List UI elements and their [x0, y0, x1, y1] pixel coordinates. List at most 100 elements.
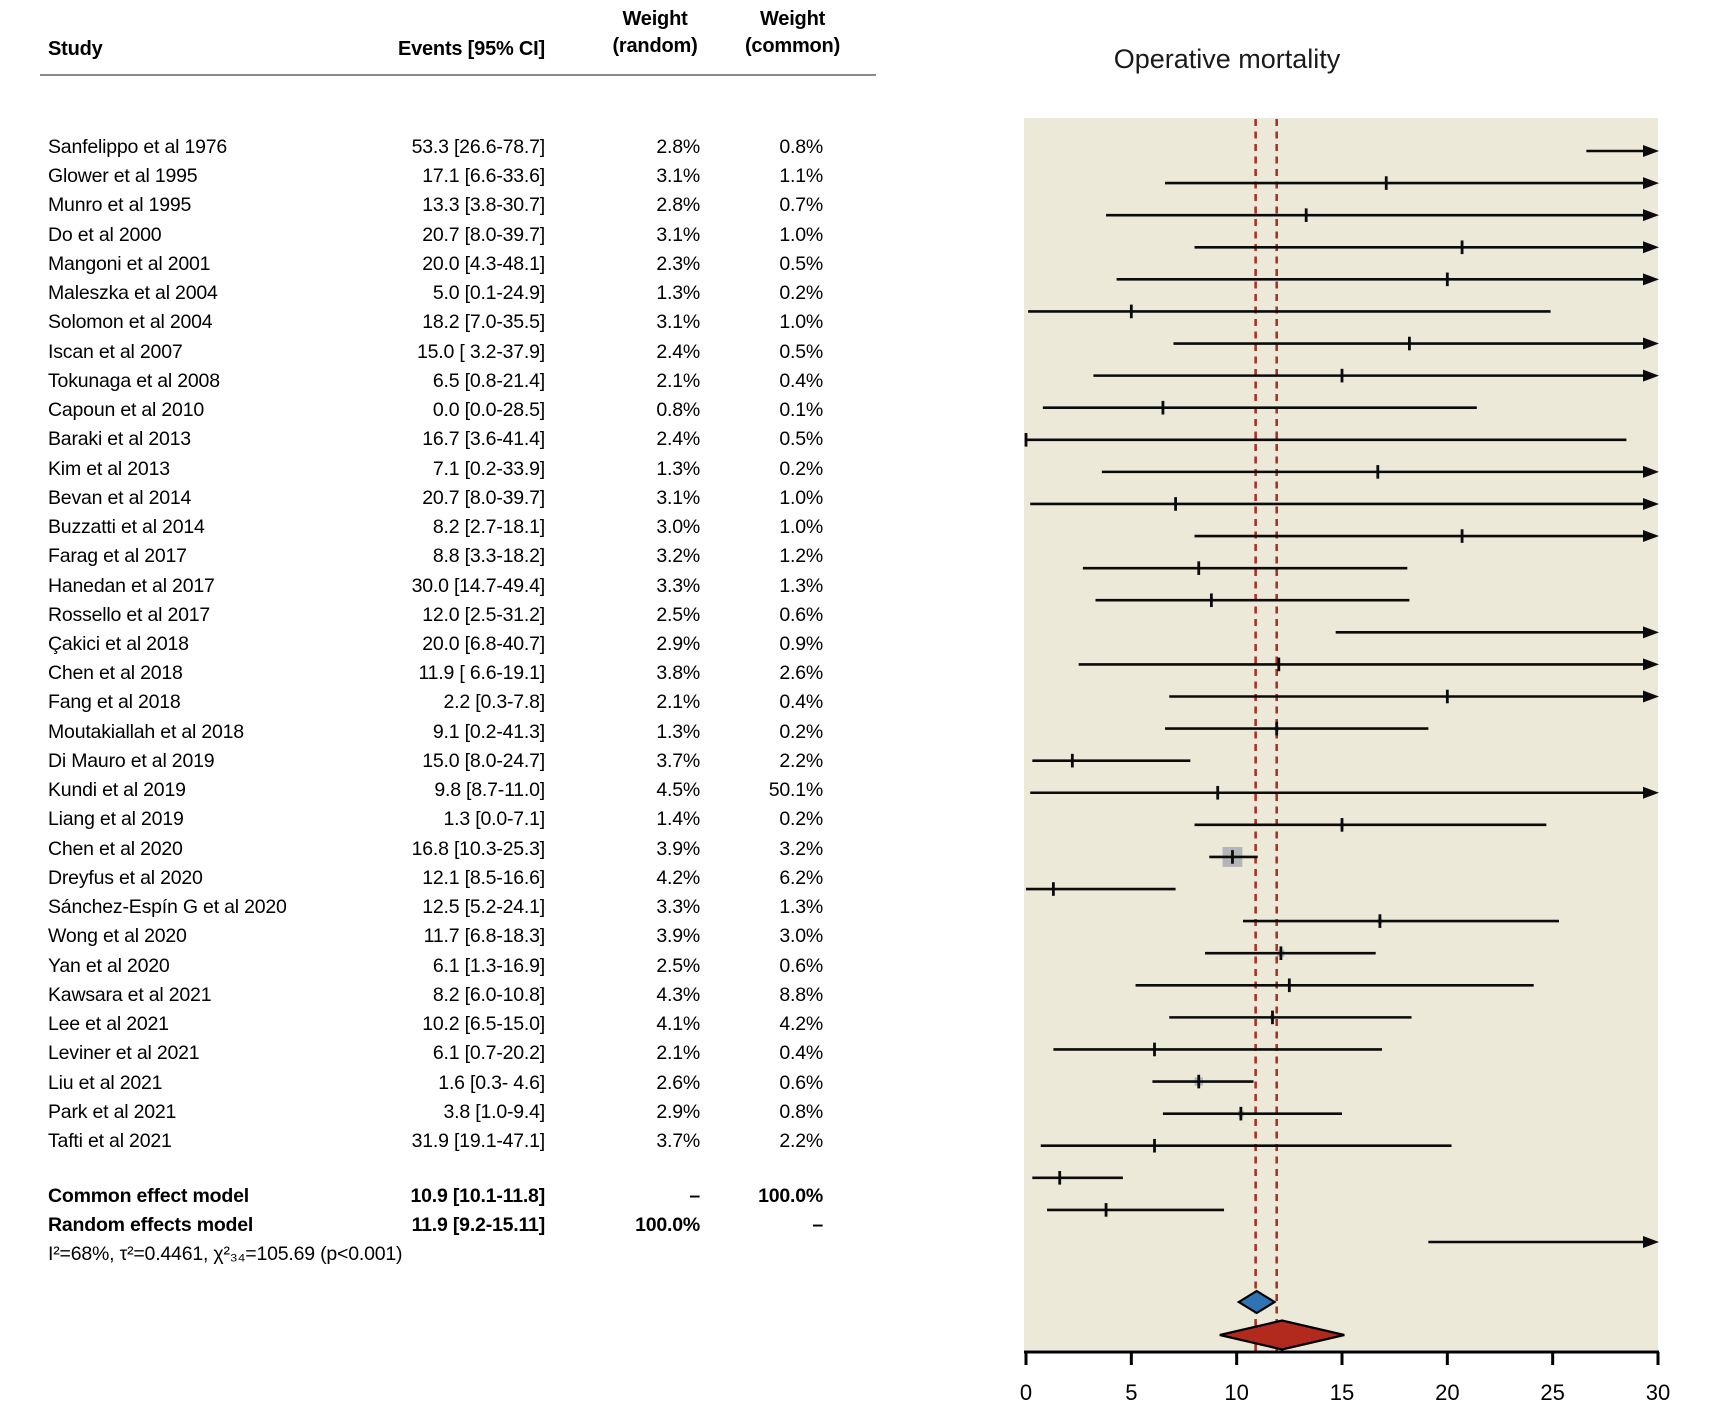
- estimate-tick: [1460, 529, 1464, 543]
- weight-random: 4.2%: [656, 866, 700, 889]
- events-ci: 9.8 [8.7-11.0]: [434, 779, 545, 802]
- weight-random: 3.2%: [656, 545, 700, 568]
- weight-random: 3.7%: [656, 749, 700, 772]
- weight-random: 3.1%: [656, 165, 700, 188]
- weight-common: 0.2%: [779, 457, 823, 480]
- estimate-tick: [1376, 465, 1380, 479]
- weight-common: 0.6%: [779, 954, 823, 977]
- table-row: Moutakiallah et al 2018 9.1 [0.2-41.3] 1.3…: [0, 718, 940, 747]
- ci-arrowhead: [1643, 465, 1659, 478]
- events-ci: 17.1 [6.6-33.6]: [422, 165, 545, 188]
- weight-common: 1.3%: [779, 896, 823, 919]
- estimate-tick: [1024, 432, 1028, 447]
- weight-common: 0.5%: [779, 252, 823, 275]
- weight-random: 2.4%: [656, 428, 700, 451]
- study-name: Baraki et al 2013: [48, 428, 191, 451]
- events-ci: 11.9 [ 6.6-19.1]: [418, 662, 545, 685]
- study-name: Tokunaga et al 2008: [48, 369, 220, 392]
- events-ci: 6.5 [0.8-21.4]: [432, 369, 545, 392]
- weight-random: 4.3%: [656, 983, 700, 1006]
- weight-common: 4.2%: [779, 1013, 823, 1036]
- estimate-tick: [1239, 1106, 1243, 1121]
- weight-random: 3.1%: [656, 486, 700, 509]
- col-header-weight-common-line2: (common): [744, 35, 841, 57]
- ci-arrowhead: [1643, 177, 1659, 190]
- weight-random: 1.4%: [656, 808, 700, 831]
- weight-random: 2.4%: [656, 340, 700, 363]
- estimate-tick: [1197, 561, 1201, 575]
- events-ci: 9.1 [0.2-41.3]: [432, 720, 545, 743]
- weight-common: 0.2%: [779, 282, 823, 305]
- weight-random: 3.3%: [656, 896, 700, 919]
- weight-common: 0.5%: [779, 340, 823, 363]
- weight-random: 2.1%: [656, 1042, 700, 1065]
- col-header-events: Events [95% CI]: [397, 38, 545, 60]
- ci-arrowhead: [1643, 241, 1659, 254]
- estimate-tick: [1445, 689, 1449, 704]
- study-name: Kim et al 2013: [48, 457, 170, 480]
- estimate-tick: [1271, 1010, 1274, 1025]
- weight-common: 1.1%: [779, 165, 823, 188]
- x-axis-label: 20: [1435, 1380, 1459, 1405]
- table-row: Farag et al 2017 8.8 [3.3-18.2] 3.2% 1.2%: [0, 542, 940, 571]
- study-name: Solomon et al 2004: [48, 311, 213, 334]
- table-row: Maleszka et al 2004 5.0 [0.1-24.9] 1.3% 0.2…: [0, 279, 940, 308]
- estimate-tick: [1051, 882, 1055, 896]
- table-row: Lee et al 2021 10.2 [6.5-15.0] 4.1% 4.2%: [0, 1010, 940, 1039]
- weight-random: 3.3%: [656, 574, 700, 597]
- summary-weight-common: 100.0%: [758, 1185, 823, 1207]
- weight-random: 2.1%: [656, 691, 700, 714]
- table-row: Hanedan et al 2017 30.0 [14.7-49.4] 3.3% 1.…: [0, 572, 940, 601]
- weight-common: 0.4%: [779, 369, 823, 392]
- estimate-tick: [1209, 593, 1213, 608]
- weight-random: 2.3%: [656, 252, 700, 275]
- table-row: Çakici et al 2018 20.0 [6.8-40.7] 2.9% 0.9%: [0, 630, 940, 659]
- events-ci: 53.3 [26.6-78.7]: [411, 136, 546, 158]
- estimate-tick: [1058, 1171, 1062, 1185]
- estimate-tick: [1197, 1074, 1201, 1089]
- study-name: Iscan et al 2007: [48, 340, 183, 363]
- ci-arrowhead: [1643, 658, 1659, 671]
- study-name: Chen et al 2020: [48, 837, 183, 860]
- study-name: Di Mauro et al 2019: [48, 749, 215, 772]
- table-row: Kundi et al 2019 9.8 [8.7-11.0] 4.5% 50.1%: [0, 776, 940, 805]
- table-row: Rossello et al 2017 12.0 [2.5-31.2] 2.5% 0.…: [0, 601, 940, 630]
- events-ci: 20.7 [8.0-39.7]: [422, 486, 545, 509]
- weight-random: 2.5%: [656, 603, 700, 626]
- study-name: Kundi et al 2019: [48, 779, 186, 802]
- x-axis-label: 25: [1540, 1380, 1564, 1405]
- events-ci: 12.0 [2.5-31.2]: [422, 603, 545, 626]
- table-row: Chen et al 2018 11.9 [ 6.6-19.1] 3.8% 2.6%: [0, 659, 940, 688]
- weight-common: 1.0%: [779, 223, 823, 246]
- study-name: Lee et al 2021: [48, 1013, 169, 1036]
- ci-arrowhead: [1643, 273, 1659, 286]
- table-row: Kawsara et al 2021 8.2 [6.0-10.8] 4.3% 8.8%: [0, 981, 940, 1010]
- events-ci: 20.0 [6.8-40.7]: [422, 632, 545, 655]
- weight-common: 3.0%: [779, 925, 823, 948]
- weight-common: 1.0%: [779, 311, 823, 334]
- random-effects-diamond: [1219, 1319, 1345, 1351]
- forest-plot: 0 5 10 15 20 25 30: [1020, 118, 1670, 1405]
- weight-random: 3.1%: [656, 311, 700, 334]
- estimate-tick: [1104, 1203, 1108, 1217]
- ci-arrowhead: [1643, 369, 1659, 382]
- col-header-weight-common-line1: Weight: [759, 8, 826, 30]
- events-ci: 11.7 [6.8-18.3]: [423, 925, 546, 948]
- study-name: Sanfelippo et al 1976: [48, 136, 228, 158]
- weight-random: 2.5%: [656, 954, 700, 977]
- estimate-tick: [1129, 304, 1133, 319]
- estimate-tick: [1070, 753, 1074, 768]
- events-ci: 0.0 [0.0-28.5]: [432, 399, 545, 422]
- events-ci: 31.9 [19.1-47.1]: [411, 1129, 546, 1152]
- events-ci: 8.2 [2.7-18.1]: [432, 516, 545, 539]
- weight-random: 2.8%: [656, 194, 700, 217]
- estimate-tick: [1340, 368, 1344, 383]
- study-name: Rossello et al 2017: [48, 603, 211, 626]
- summary-weight-random: 100.0%: [635, 1214, 700, 1236]
- table-row: Fang et al 2018 2.2 [0.3-7.8] 2.1% 0.4%: [0, 688, 940, 717]
- weight-common: 50.1%: [768, 779, 823, 802]
- table-row: Leviner et al 2021 6.1 [0.7-20.2] 2.1% 0.4%: [0, 1039, 940, 1068]
- weight-common: 3.2%: [779, 837, 823, 860]
- weight-common: 0.7%: [779, 194, 823, 217]
- events-ci: 5.0 [0.1-24.9]: [432, 282, 545, 305]
